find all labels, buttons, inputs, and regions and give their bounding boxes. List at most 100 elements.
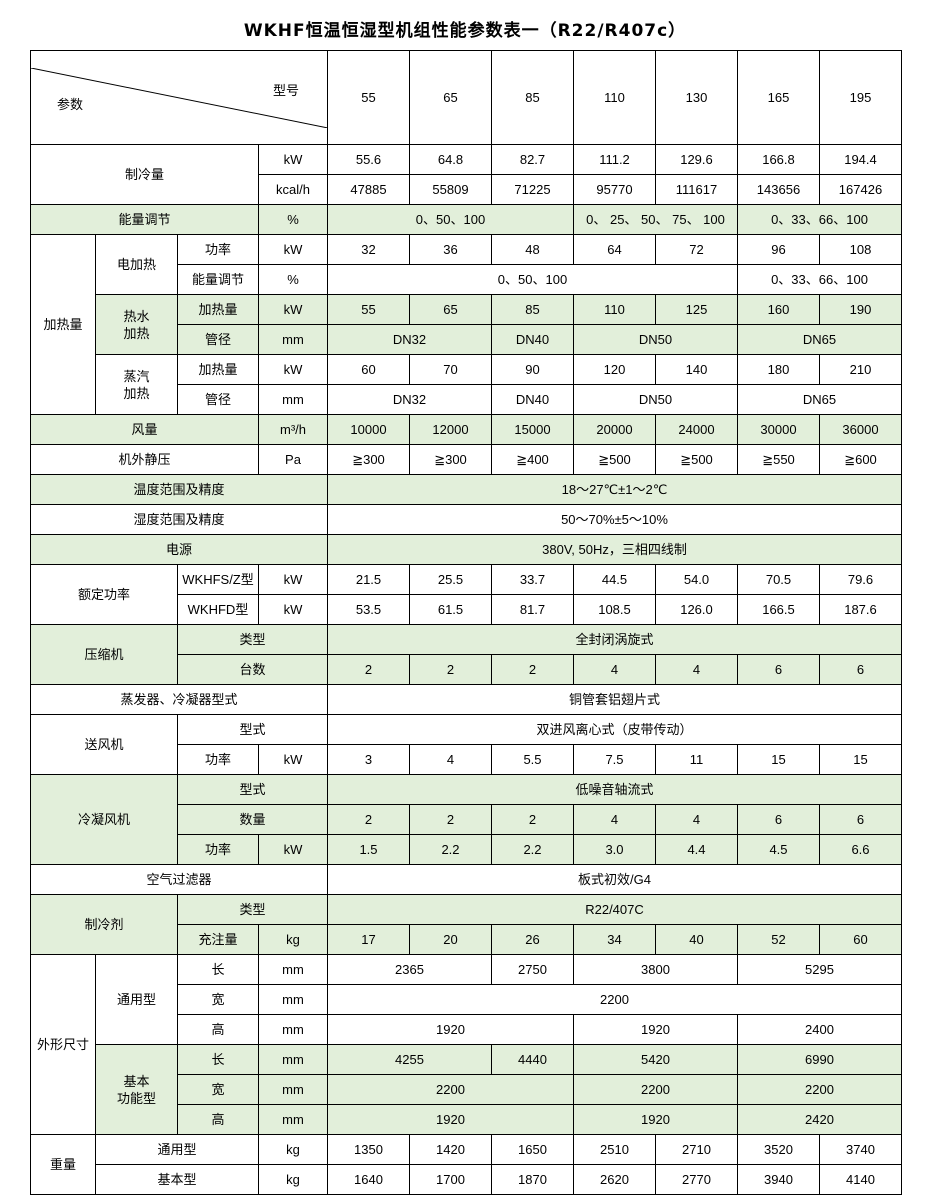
table-cell: 类型 [177,624,328,655]
table-cell: 6 [819,804,902,835]
table-cell: 4255 [327,1044,492,1075]
table-cell: 重量 [30,1134,96,1195]
table-cell: 电源 [30,534,328,565]
table-cell: 194.4 [819,144,902,175]
table-cell: 54.0 [655,564,738,595]
table-cell: 机外静压 [30,444,259,475]
table-cell: 72 [655,234,738,265]
model-header: 130 [655,50,738,145]
table-cell: 电加热 [95,234,178,295]
table-cell: 71225 [491,174,574,205]
table-cell: 管径 [177,384,259,415]
table-cell: 15 [819,744,902,775]
table-cell: 120 [573,354,656,385]
table-row: 电源 380V, 50Hz，三相四线制 [30,534,902,565]
page-title: WKHF恒温恒湿型机组性能参数表一（R22/R407c） [243,21,687,41]
table-cell: 制冷剂 [30,894,178,955]
table-cell: 1640 [327,1164,410,1195]
table-cell: 湿度范围及精度 [30,504,328,535]
table-row: 高 mm 1920 1920 2400 [31,1014,902,1045]
table-cell: 4 [655,654,738,685]
table-cell: 47885 [327,174,410,205]
table-cell: DN65 [737,324,902,355]
table-cell: 1920 [573,1104,738,1135]
table-cell: mm [258,1074,328,1105]
table-row: 冷凝风机 型式 低噪音轴流式 [30,774,902,865]
table-cell: 1920 [327,1104,574,1135]
table-cell: 20 [409,924,492,955]
table-cell: 125 [655,294,738,325]
table-cell: 4 [573,654,656,685]
table-cell: 40 [655,924,738,955]
table-row: 重量 通用型 kg 1350 1420 1650 2510 2710 3520 3740 [30,1134,902,1195]
table-cell: 64.8 [409,144,492,175]
table-cell: 1420 [409,1134,492,1165]
table-cell: 166.8 [737,144,820,175]
table-cell: ≧500 [573,444,656,475]
table-cell: 长 [177,954,259,985]
table-cell: 0、50、100 [327,264,738,295]
table-cell: 台数 [177,654,328,685]
diagonal-line [31,68,328,128]
table-cell: 送风机 [30,714,178,775]
table-cell: DN32 [327,384,492,415]
model-header: 65 [409,50,492,145]
table-row: 蒸发器、冷凝器型式 铜管套铝翅片式 [30,684,902,715]
table-cell: 功率 [177,744,259,775]
table-row: 额定功率 WKHFS/Z型 kW 21.5 25.5 33.7 44.5 54.0 70.5 79… [30,564,902,625]
table-cell: 70.5 [737,564,820,595]
table-cell: 26 [491,924,574,955]
table-row: 基本型 kg 1640 1700 1870 2620 2770 3940 4140 [31,1164,902,1195]
table-cell: 通用型 [95,954,178,1045]
table-cell: 52 [737,924,820,955]
table-cell: 36 [409,234,492,265]
table-cell: 双进风离心式（皮带传动） [327,714,902,745]
table-cell: 3 [327,744,410,775]
table-cell: 高 [177,1104,259,1135]
table-cell: 加热量 [177,294,259,325]
table-cell: 61.5 [409,594,492,625]
table-cell: kW [258,834,328,865]
table-cell: 82.7 [491,144,574,175]
table-cell: 3520 [737,1134,820,1165]
table-cell: 2 [327,804,410,835]
table-cell: 2620 [573,1164,656,1195]
table-cell: 111617 [655,174,738,205]
table-cell: 33.7 [491,564,574,595]
table-cell: 24000 [655,414,738,445]
table-cell: 2200 [327,984,902,1015]
table-cell: 1700 [409,1164,492,1195]
table-cell: 7.5 [573,744,656,775]
table-cell: 50～70%±5～10% [327,504,902,535]
table-cell: 冷凝风机 [30,774,178,865]
table-cell: ≧500 [655,444,738,475]
table-cell: 96 [737,234,820,265]
table-cell: 12000 [409,414,492,445]
table-cell: 55 [327,294,410,325]
table-cell: 111.2 [573,144,656,175]
model-header: 195 [819,50,902,145]
table-cell: 10000 [327,414,410,445]
table-cell: 3740 [819,1134,902,1165]
table-row: 制冷量 kW 55.6 64.8 82.7 111.2 129.6 166.8 194.4 [30,144,902,205]
table-cell: WKHFD型 [177,594,259,625]
table-cell: 55.6 [327,144,410,175]
table-cell: 90 [491,354,574,385]
table-row: 湿度范围及精度 50～70%±5～10% [30,504,902,535]
table-cell: 2710 [655,1134,738,1165]
table-cell: mm [258,384,328,415]
table-cell: kcal/h [258,174,328,205]
table-row: 管径 mm DN32 DN40 DN50 DN65 [31,384,902,415]
table-cell: 0、33、66、100 [737,264,902,295]
table-cell: 44.5 [573,564,656,595]
table-cell: 15 [737,744,820,775]
table-cell: 型式 [177,714,328,745]
table-row: 外形尺寸 通用型长 mm 2365 2750 3800 5295 [30,954,902,1135]
table-cell: ≧300 [409,444,492,475]
table-cell: 4140 [819,1164,902,1195]
table-cell: 压缩机 [30,624,178,685]
table-cell: 65 [409,294,492,325]
table-cell: 5.5 [491,744,574,775]
table-cell: 25.5 [409,564,492,595]
table-cell: 0、 25、 50、 75、 100 [573,204,738,235]
